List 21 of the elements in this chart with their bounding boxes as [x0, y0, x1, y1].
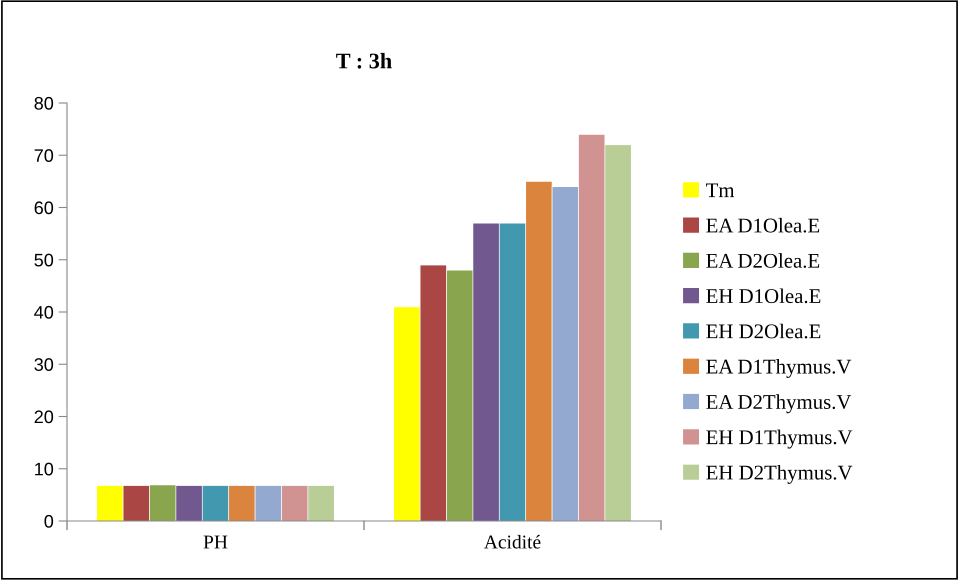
- legend-label: EA D2Thymus.V: [706, 394, 852, 414]
- legend-label: EH D2Thymus.V: [706, 464, 852, 484]
- x-tick-label: PH: [204, 536, 228, 548]
- legend-label: EA D1Thymus.V: [706, 358, 852, 378]
- legend-label: Tm: [706, 183, 734, 198]
- y-tick-label: 60: [34, 201, 54, 214]
- legend-label: EA D2Olea.E: [706, 253, 820, 268]
- y-tick-label: 70: [34, 149, 54, 162]
- legend-label: EH D1Olea.E: [706, 288, 820, 304]
- legend-label: EH D2Olea.E: [706, 324, 820, 338]
- y-tick-label: 0: [44, 514, 54, 528]
- x-tick-label: Acidité: [484, 534, 540, 549]
- y-tick-label: 50: [34, 254, 54, 266]
- y-tick-label: 20: [34, 410, 54, 424]
- y-tick-label: 30: [34, 358, 54, 371]
- legend-label: EH D1Thymus.V: [706, 430, 852, 449]
- y-tick-label: 10: [35, 462, 54, 476]
- chart-title: T : 3h: [336, 52, 392, 69]
- legend-label: EA D1Olea.E: [706, 218, 820, 233]
- y-tick-label: 80: [34, 96, 54, 110]
- y-tick-label: 40: [34, 306, 54, 319]
